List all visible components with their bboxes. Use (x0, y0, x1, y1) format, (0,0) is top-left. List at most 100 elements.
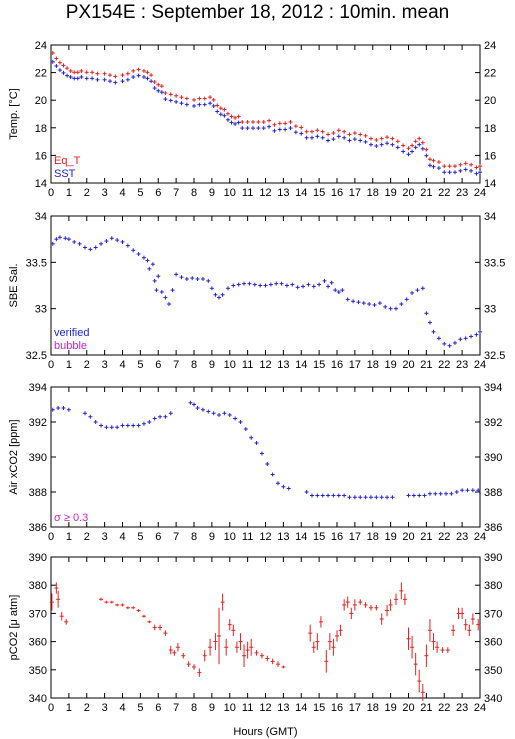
data-point (225, 117, 230, 122)
data-point (249, 638, 254, 656)
data-point (463, 161, 468, 166)
data-point (195, 277, 200, 282)
series-1 (50, 400, 481, 500)
x-tick-label: 12 (259, 359, 271, 371)
x-tick-label: 2 (84, 531, 90, 543)
data-point (358, 138, 363, 143)
data-point (427, 619, 432, 642)
data-point (125, 243, 130, 248)
data-point (417, 669, 422, 693)
data-point (174, 99, 179, 104)
data-point (152, 86, 157, 91)
data-point (263, 283, 268, 288)
y-tick-label-right: 388 (484, 487, 502, 499)
data-point (152, 416, 157, 421)
data-point (208, 638, 213, 656)
data-point (245, 120, 250, 125)
data-point (225, 286, 230, 291)
data-point (102, 77, 107, 82)
data-point (141, 421, 146, 426)
x-tick-label: 9 (209, 531, 215, 543)
data-point (88, 414, 93, 419)
data-point (401, 149, 406, 154)
data-point (368, 604, 373, 611)
data-point (72, 76, 77, 81)
data-point (197, 96, 202, 101)
data-point (184, 96, 189, 101)
data-point (145, 76, 150, 81)
data-point (152, 79, 157, 84)
data-point (342, 493, 347, 498)
data-point (136, 67, 141, 72)
data-point (234, 641, 239, 653)
chart-panel-3: 0 1 2 3 4 5 6 7 8 9 10 11 12 13 14 15 16 17 18 19 20 21 22 23 24… (8, 382, 502, 543)
x-tick-label: 18 (367, 702, 379, 714)
y-tick-label-right: 390 (484, 452, 502, 464)
data-point (272, 128, 277, 133)
data-point (120, 423, 125, 428)
data-point (192, 103, 196, 108)
x-tick-label: 0 (48, 702, 54, 714)
data-point (393, 593, 398, 605)
data-point (326, 493, 331, 498)
data-point (261, 120, 266, 125)
data-point (367, 302, 372, 307)
data-point (131, 606, 136, 610)
y-tick-label-right: 33.5 (484, 257, 505, 269)
data-point (363, 495, 368, 500)
data-point (61, 406, 66, 410)
data-point (331, 131, 336, 136)
data-point (281, 484, 286, 489)
x-tick-label: 24 (474, 359, 486, 371)
data-point (213, 633, 218, 651)
series-1 (50, 51, 482, 170)
data-point (222, 113, 227, 118)
data-point (109, 425, 114, 430)
data-point (424, 644, 429, 667)
data-point (150, 262, 155, 267)
x-tick-label: 3 (102, 359, 108, 371)
x-tick-label: 22 (438, 531, 450, 543)
data-point (172, 650, 177, 656)
x-tick-label: 22 (438, 359, 450, 371)
x-tick-label: 10 (224, 531, 236, 543)
x-tick-label: 9 (209, 702, 215, 714)
data-point (141, 68, 146, 73)
plot-frame (50, 556, 481, 699)
data-point (57, 68, 62, 73)
data-point (402, 593, 407, 605)
data-point (236, 282, 241, 287)
data-point (467, 624, 472, 636)
data-point (293, 124, 298, 129)
data-point (431, 158, 436, 163)
data-point (147, 620, 152, 624)
data-point (385, 135, 390, 140)
data-point (411, 493, 416, 498)
data-point (342, 599, 347, 611)
data-point (306, 282, 311, 287)
data-point (463, 167, 468, 172)
data-point (368, 495, 373, 500)
y-tick-label-right: 340 (484, 693, 502, 705)
data-point (59, 611, 64, 621)
y-tick-label-right: 390 (484, 552, 502, 564)
data-point (99, 423, 104, 428)
data-point (410, 149, 415, 154)
data-point (84, 76, 89, 81)
x-tick-label: 4 (119, 187, 125, 199)
x-tick-label: 24 (474, 702, 486, 714)
data-point (329, 280, 334, 285)
data-point (197, 668, 202, 677)
data-point (465, 488, 470, 493)
data-point (363, 602, 368, 608)
data-point (215, 103, 220, 108)
data-point (57, 60, 62, 65)
data-point (406, 627, 411, 651)
data-point (84, 70, 89, 75)
data-point (104, 239, 109, 244)
data-point (56, 406, 61, 410)
data-point (336, 493, 341, 498)
data-point (54, 582, 59, 594)
x-tick-label: 3 (102, 531, 108, 543)
data-point (159, 289, 164, 294)
